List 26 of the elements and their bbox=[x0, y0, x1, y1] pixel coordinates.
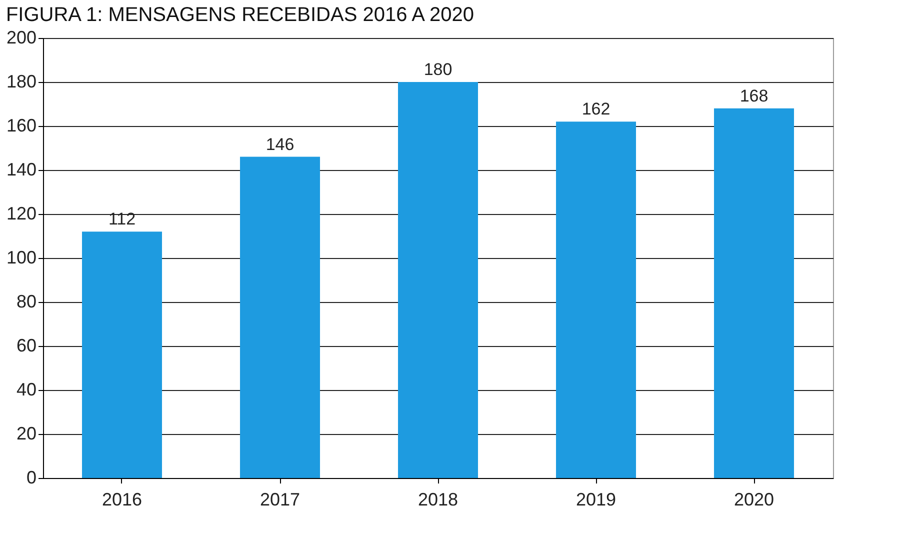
y-tick-label: 140 bbox=[6, 160, 36, 180]
bar bbox=[398, 82, 478, 478]
y-tick-label: 160 bbox=[6, 116, 36, 136]
bar bbox=[714, 108, 794, 478]
y-tick-label: 100 bbox=[6, 248, 36, 268]
chart-title: FIGURA 1: MENSAGENS RECEBIDAS 2016 A 2020 bbox=[6, 4, 474, 26]
data-label: 168 bbox=[740, 86, 768, 106]
data-label: 146 bbox=[266, 134, 294, 154]
y-tick-label: 180 bbox=[6, 72, 36, 92]
data-label: 162 bbox=[582, 100, 610, 119]
y-tick-label: 60 bbox=[16, 336, 36, 356]
bar bbox=[240, 156, 320, 478]
y-tick-label: 0 bbox=[26, 468, 36, 488]
y-tick-label: 120 bbox=[6, 204, 36, 224]
x-tick-label: 2016 bbox=[102, 490, 142, 510]
bar bbox=[556, 122, 636, 478]
y-tick-label: 40 bbox=[16, 380, 36, 400]
x-tick-label: 2019 bbox=[576, 490, 616, 510]
x-tick-label: 2020 bbox=[734, 490, 774, 510]
y-tick-label: 20 bbox=[16, 424, 36, 444]
y-tick-label: 200 bbox=[6, 28, 36, 48]
y-tick-label: 80 bbox=[16, 292, 36, 312]
x-tick-label: 2017 bbox=[260, 490, 300, 510]
bar bbox=[82, 232, 162, 478]
x-tick-label: 2018 bbox=[418, 490, 458, 510]
data-label: 180 bbox=[424, 60, 452, 79]
